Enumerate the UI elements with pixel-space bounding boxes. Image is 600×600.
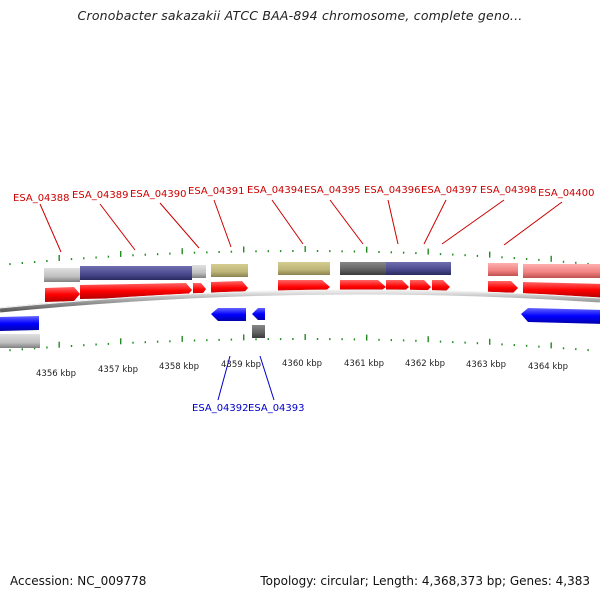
gene-label[interactable]: ESA_04389 (72, 190, 129, 201)
top-gene-labels: ESA_04388 ESA_04389 ESA_04390 ESA_04391 … (13, 185, 595, 204)
bottom-gene-labels: ESA_04392 ESA_04393 (192, 403, 305, 414)
scale-label: 4357 kbp (98, 365, 138, 375)
gene-label[interactable]: ESA_04393 (248, 403, 305, 414)
gene-label[interactable]: ESA_04395 (304, 185, 361, 196)
gene-arrow-reverse[interactable] (252, 308, 265, 320)
gene-label[interactable]: ESA_04400 (538, 188, 595, 199)
feature-bar[interactable] (0, 334, 40, 348)
feature-bar[interactable] (488, 263, 518, 276)
gene-label[interactable]: ESA_04388 (13, 193, 70, 204)
gene-arrow-forward[interactable] (211, 281, 248, 295)
feature-bar[interactable] (211, 264, 248, 277)
gene-arrow-forward[interactable] (193, 283, 206, 296)
bottom-leader-lines (217, 355, 275, 401)
scale-label: 4362 kbp (405, 359, 445, 369)
gene-arrow-forward[interactable] (45, 287, 80, 302)
feature-track (44, 262, 600, 282)
lower-feature-track (0, 325, 265, 348)
topology-summary: Topology: circular; Length: 4,368,373 bp… (260, 574, 590, 588)
scale-label: 4360 kbp (282, 359, 322, 369)
gene-arrow-reverse[interactable] (211, 308, 246, 321)
feature-bar[interactable] (432, 262, 451, 275)
feature-bar[interactable] (340, 262, 386, 275)
lower-tick-track (9, 334, 589, 352)
chromosome-backbone (0, 289, 600, 313)
scale-label: 4364 kbp (528, 362, 568, 372)
gene-arrow-forward[interactable] (523, 282, 600, 298)
feature-bar[interactable] (80, 266, 192, 280)
feature-bar[interactable] (523, 264, 600, 278)
feature-bar[interactable] (44, 268, 80, 282)
feature-bar[interactable] (252, 325, 265, 338)
feature-bar[interactable] (192, 265, 206, 278)
forward-gene-track (45, 280, 600, 302)
gene-label[interactable]: ESA_04390 (130, 189, 187, 200)
scale-label: 4361 kbp (344, 359, 384, 369)
scale-label: 4359 kbp (221, 360, 261, 370)
gene-arrow-reverse[interactable] (0, 316, 39, 331)
scale-label: 4358 kbp (159, 362, 199, 372)
reverse-gene-track (0, 308, 600, 331)
feature-bar[interactable] (386, 262, 410, 275)
gene-label[interactable]: ESA_04396 (364, 185, 421, 196)
scale-label: 4356 kbp (36, 369, 76, 379)
gene-label[interactable]: ESA_04391 (188, 186, 245, 197)
gene-arrow-reverse[interactable] (521, 308, 600, 324)
gene-label[interactable]: ESA_04397 (421, 185, 478, 196)
scale-labels: 4356 kbp 4357 kbp 4358 kbp 4359 kbp 4360… (36, 359, 568, 379)
accession-text: Accession: NC_009778 (10, 574, 147, 588)
feature-bar[interactable] (278, 262, 330, 275)
gene-label[interactable]: ESA_04392 (192, 403, 249, 414)
gene-label[interactable]: ESA_04398 (480, 185, 537, 196)
feature-bar[interactable] (410, 262, 432, 275)
gene-arrow-forward[interactable] (488, 281, 518, 295)
upper-tick-track (9, 246, 589, 266)
map-title: Cronobacter sakazakii ATCC BAA-894 chrom… (77, 8, 523, 23)
top-leader-lines (39, 199, 563, 253)
scale-label: 4363 kbp (466, 360, 506, 370)
gene-label[interactable]: ESA_04394 (247, 185, 304, 196)
